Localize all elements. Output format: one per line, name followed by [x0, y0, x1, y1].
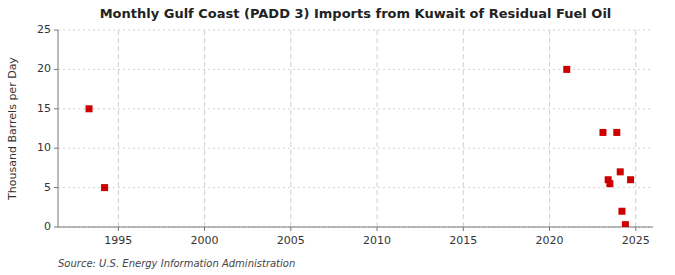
x-tick-label: 1995	[104, 234, 132, 247]
x-grid-line	[118, 30, 119, 227]
point	[617, 168, 624, 175]
y-tick	[54, 108, 58, 109]
x-tick-label: 2010	[363, 234, 391, 247]
y-tick-label: 25	[37, 23, 51, 36]
y-axis-label: Thousand Barrels per Day	[6, 57, 19, 201]
y-grid-line	[58, 108, 653, 109]
y-grid-line	[58, 187, 653, 188]
grid	[58, 30, 653, 227]
x-grid-line	[204, 30, 205, 227]
x-tick	[549, 227, 550, 231]
x-ticks: 1995 2000 2005 2010 2015 2020 2025	[104, 227, 649, 247]
y-tick	[54, 148, 58, 149]
y-axis-line	[58, 30, 59, 227]
point	[618, 208, 625, 215]
x-grid-line	[290, 30, 291, 227]
x-tick-label: 2000	[191, 234, 219, 247]
y-tick-label: 5	[44, 181, 51, 194]
x-tick	[635, 227, 636, 231]
x-axis-line	[58, 227, 653, 228]
x-grid-line	[635, 30, 636, 227]
x-tick-label: 2025	[622, 234, 650, 247]
points	[86, 66, 635, 227]
x-grid-line	[549, 30, 550, 227]
y-grid-line	[58, 148, 653, 149]
point	[627, 176, 634, 183]
y-tick-label: 15	[37, 102, 51, 115]
source: Source: U.S. Energy Information Administ…	[58, 258, 295, 269]
x-tick	[118, 227, 119, 231]
x-tick	[204, 227, 205, 231]
point	[599, 129, 606, 136]
x-grid-line	[377, 30, 378, 227]
point	[101, 184, 108, 191]
y-tick-label: 0	[44, 220, 51, 233]
x-tick	[377, 227, 378, 231]
x-tick	[463, 227, 464, 231]
chart-container: 05101520251995200020052010201520202025Mo…	[0, 0, 675, 275]
y-tick	[54, 187, 58, 188]
title: Monthly Gulf Coast (PADD 3) Imports from…	[100, 6, 612, 21]
y-tick	[54, 227, 58, 228]
x-tick-label: 2005	[277, 234, 305, 247]
y-tick	[54, 69, 58, 70]
y-grid-line	[58, 227, 653, 228]
point	[86, 105, 93, 112]
y-ticks: 0 5 10 15 20 25	[37, 23, 58, 233]
y-grid-line	[58, 30, 653, 31]
page: {"chart_data": {"type": "scatter", "titl…	[0, 0, 675, 275]
point	[606, 180, 613, 187]
y-tick	[54, 30, 58, 31]
x-tick-label: 2015	[449, 234, 477, 247]
y-tick-label: 20	[37, 62, 51, 75]
point	[622, 221, 629, 227]
point	[613, 129, 620, 136]
x-grid-line	[463, 30, 464, 227]
chart: 05101520251995200020052010201520202025Mo…	[0, 0, 675, 275]
x-tick-label: 2020	[536, 234, 564, 247]
point	[563, 66, 570, 73]
x-tick	[290, 227, 291, 231]
y-tick-label: 10	[37, 141, 51, 154]
